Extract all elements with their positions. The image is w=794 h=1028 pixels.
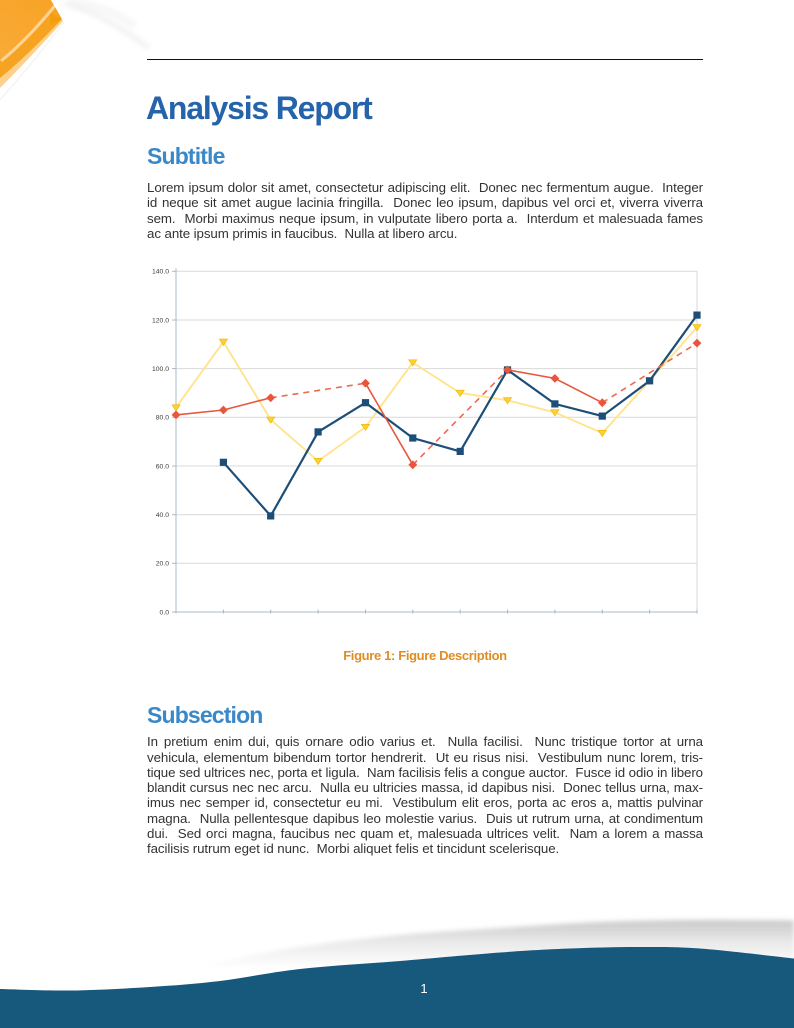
svg-text:140.0: 140.0 [152, 269, 169, 276]
svg-text:80.0: 80.0 [156, 415, 169, 422]
svg-text:100.0: 100.0 [152, 366, 169, 373]
svg-text:60.0: 60.0 [156, 463, 169, 470]
svg-text:20.0: 20.0 [156, 561, 169, 568]
svg-text:40.0: 40.0 [156, 512, 169, 519]
svg-text:0.0: 0.0 [160, 609, 170, 616]
svg-text:120.0: 120.0 [152, 317, 169, 324]
